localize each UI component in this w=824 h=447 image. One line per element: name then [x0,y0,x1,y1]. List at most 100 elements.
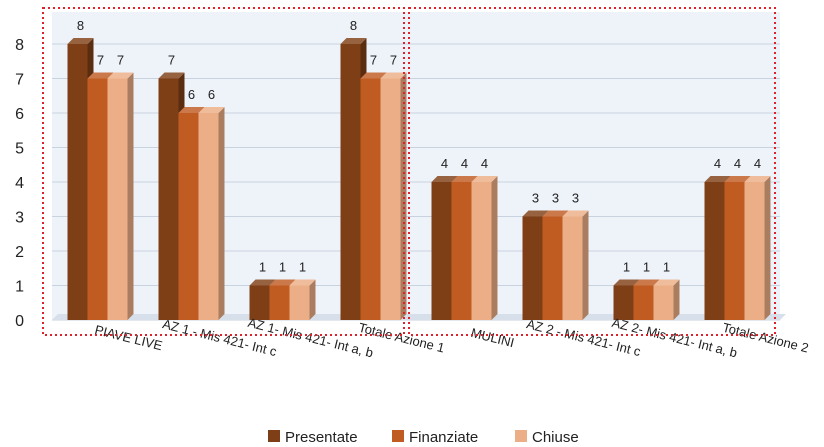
legend-label-presentate: Presentate [285,429,358,446]
y-tick-label: 6 [15,106,24,123]
bar-front [471,182,492,320]
y-tick-label: 8 [15,37,24,54]
data-label: 7 [117,53,124,68]
bar-top [87,72,114,79]
bar-top [633,279,660,286]
bar-top [380,72,407,79]
data-label: 6 [188,87,195,102]
x-tick-label: PIAVE LIVE [93,322,164,353]
data-labels: 87 7 76 61 1 187 74 4 43 3 31 1 14 4 4 [77,18,761,275]
bar-front [451,182,472,320]
bar-front [633,285,654,320]
data-label: 1 [643,260,650,275]
data-label: 1 [663,260,670,275]
data-label: 4 [754,156,761,171]
y-tick-label: 4 [15,175,24,192]
data-label: 6 [208,87,215,102]
bar-front [522,216,543,320]
data-label: 7 [97,53,104,68]
bar-top [431,176,458,182]
bar-chiuse-3 [380,72,407,320]
y-tick-label: 5 [15,141,24,158]
bar-top [107,72,134,79]
data-label: 4 [714,156,721,171]
bar-front [87,78,108,320]
bar-top [178,107,205,113]
bar-top [360,72,387,79]
bar-top [198,107,225,113]
legend-swatch-presentate [268,430,280,442]
bar-front [542,216,563,320]
bar-front [360,78,381,320]
bar-side [491,176,498,320]
y-axis-ticks: 0 1 2 3 4 5 6 7 8 [15,37,24,330]
bar-front [269,285,290,320]
legend-swatch-finanziate [392,430,404,442]
data-label: 1 [279,260,286,275]
bar-front [653,285,674,320]
legend-label-chiuse: Chiuse [532,429,579,446]
data-label: 7 [370,53,377,68]
bar-side [582,210,589,320]
bar-top [158,72,185,79]
bar-front [613,285,634,320]
bar-front [562,216,583,320]
bar-front [340,44,361,320]
y-tick-label: 0 [15,313,24,330]
bar-top [471,176,498,182]
highlight-box-azione-2 [408,7,776,336]
bar-chiuse-2 [289,279,316,320]
y-tick-label: 3 [15,210,24,227]
y-tick-label: 1 [15,279,24,296]
bar-chiuse-6 [653,279,680,320]
bar-top [249,279,276,286]
data-label: 4 [734,156,741,171]
bar-side [309,279,316,320]
data-label: 8 [77,18,84,33]
bar-top [562,210,589,217]
bar-front [431,182,452,320]
bar-front [158,78,179,320]
bar-front [249,285,270,320]
bar-front [724,182,745,320]
bar-side [673,279,680,320]
bar-top [653,279,680,286]
bar-front [178,113,199,320]
bar-front [744,182,765,320]
data-label: 1 [299,260,306,275]
data-label: 1 [259,260,266,275]
bar-chiuse-1 [198,107,225,320]
bar-top [340,38,367,44]
bar-side [764,176,771,320]
legend-swatch-chiuse [515,430,527,442]
x-tick-label: MULINI [469,325,515,350]
y-tick-label: 7 [15,72,24,89]
data-label: 8 [350,18,357,33]
data-label: 7 [390,53,397,68]
data-label: 3 [532,191,539,206]
bar-top [542,210,569,217]
bar-side [218,107,225,320]
data-label: 4 [461,156,468,171]
bar-top [613,279,640,286]
bars [67,38,771,320]
legend-label-finanziate: Finanziate [409,429,478,446]
bar-side [127,72,134,320]
bar-front [704,182,725,320]
data-label: 3 [572,191,579,206]
data-label: 4 [481,156,488,171]
data-label: 7 [168,53,175,68]
bar-front [198,113,219,320]
data-label: 1 [623,260,630,275]
bar-front [289,285,310,320]
bar-top [704,176,731,182]
bar-top [744,176,771,182]
plot-floor [52,314,786,320]
bar-front [107,78,128,320]
bar-top [67,38,94,44]
bar-top [289,279,316,286]
bar-top [451,176,478,182]
